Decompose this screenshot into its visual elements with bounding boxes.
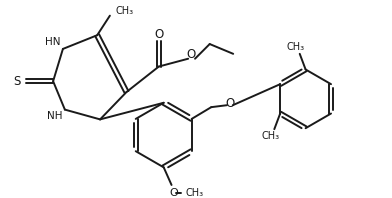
Text: NH: NH <box>47 111 63 121</box>
Text: CH₃: CH₃ <box>185 188 203 198</box>
Text: CH₃: CH₃ <box>116 6 134 16</box>
Text: HN: HN <box>45 37 61 47</box>
Text: O: O <box>154 28 163 41</box>
Text: O: O <box>169 188 178 198</box>
Text: CH₃: CH₃ <box>261 131 279 141</box>
Text: CH₃: CH₃ <box>287 42 305 52</box>
Text: S: S <box>13 75 21 88</box>
Text: O: O <box>187 48 196 61</box>
Text: O: O <box>225 97 234 110</box>
